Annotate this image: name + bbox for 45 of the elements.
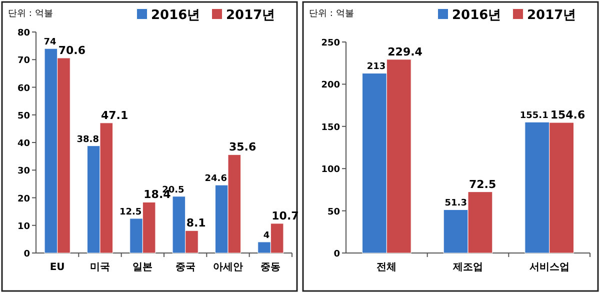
data-label: 4 xyxy=(263,230,270,241)
text: 단위 : 억불 xyxy=(8,9,53,19)
data-label: 74 xyxy=(44,38,56,48)
y-tick-label: 0 xyxy=(334,250,340,260)
x-tick-label: 일본 xyxy=(132,262,153,273)
data-label: 35.6 xyxy=(229,140,256,154)
x-tick-label: 중국 xyxy=(175,262,196,273)
y-tick-label: 50 xyxy=(17,111,30,122)
x-tick-label: 제조업 xyxy=(452,262,483,273)
legend-label: 2016년 xyxy=(151,8,200,23)
y-tick-label: 20 xyxy=(17,194,30,204)
data-label: 72.5 xyxy=(469,178,496,191)
data-label: 155.1 xyxy=(520,111,548,122)
legend-label: 2016년 xyxy=(452,8,502,23)
y-tick-label: 80 xyxy=(17,28,30,38)
data-label: 47.1 xyxy=(101,108,128,122)
data-label: 154.6 xyxy=(550,108,586,122)
x-tick-label: 중동 xyxy=(260,262,281,273)
y-tick-label: 250 xyxy=(321,38,340,48)
data-label: 12.5 xyxy=(119,207,142,218)
x-tick-label: 아세안 xyxy=(213,262,243,273)
data-label: 38.8 xyxy=(76,134,99,145)
y-tick-label: 30 xyxy=(17,166,30,177)
data-label: 51.3 xyxy=(444,198,467,209)
data-label: 24.6 xyxy=(204,174,227,184)
data-label: 70.6 xyxy=(58,44,86,57)
text: 단위 : 억불 xyxy=(309,9,354,19)
x-tick-label: 미국 xyxy=(90,262,110,273)
y-tick-label: 200 xyxy=(321,80,340,91)
legend-label: 2017년 xyxy=(226,8,276,23)
y-tick-label: 40 xyxy=(17,139,30,149)
legend-label: 2017년 xyxy=(527,8,576,23)
y-tick-label: 70 xyxy=(17,56,30,66)
x-tick-label: 서비스업 xyxy=(529,262,570,273)
y-tick-label: 50 xyxy=(327,207,340,218)
y-tick-label: 60 xyxy=(17,84,30,94)
y-tick-label: 100 xyxy=(321,165,340,176)
x-tick-label: 전체 xyxy=(376,262,397,273)
data-label: 229.4 xyxy=(388,45,423,58)
x-tick-label: EU xyxy=(50,262,65,273)
y-tick-label: 0 xyxy=(24,250,30,260)
y-tick-label: 10 xyxy=(17,222,30,232)
y-tick-label: 150 xyxy=(321,122,340,133)
data-label: 8.1 xyxy=(186,216,206,230)
data-label: 213 xyxy=(366,62,386,72)
